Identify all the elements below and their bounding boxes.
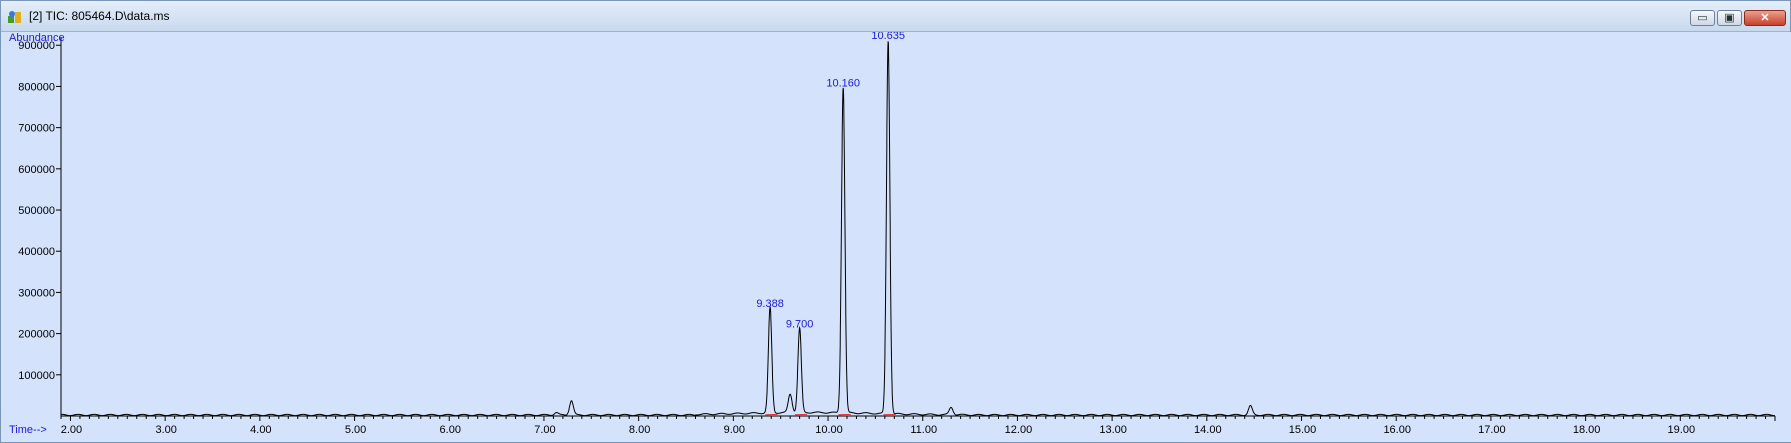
close-icon: ✕ [1760, 12, 1770, 24]
tic-chromatogram: 100000 200000 300000 400000 500000 600000 7000… [9, 32, 1776, 436]
y-tick-label: 100000 [18, 370, 55, 382]
x-tick-label: 13.00 [1099, 424, 1127, 436]
x-tick-label: 6.00 [440, 424, 461, 436]
x-tick-label: 9.00 [724, 424, 745, 436]
x-tick-label: 15.00 [1289, 424, 1317, 436]
y-axis-label: Abundance [9, 32, 65, 44]
x-tick-label: 16.00 [1383, 424, 1411, 436]
x-tick-label: 4.00 [250, 424, 271, 436]
restore-button[interactable]: ▣ [1717, 10, 1742, 26]
x-tick-label: 19.00 [1668, 424, 1696, 436]
minimize-icon: ▭ [1697, 12, 1708, 24]
x-tick-label: 10.00 [815, 424, 843, 436]
minimize-button[interactable]: ▭ [1690, 10, 1715, 26]
y-tick-label: 900000 [18, 40, 55, 52]
window-titlebar[interactable]: [2] TIC: 805464.D\data.ms ▭ ▣ ✕ [1, 1, 1790, 32]
window-title: [2] TIC: 805464.D\data.ms [29, 9, 170, 23]
x-axis-label: Time--> [9, 424, 47, 436]
x-tick-label: 7.00 [534, 424, 555, 436]
peak-label: 9.700 [786, 319, 814, 331]
x-tick-label: 8.00 [629, 424, 650, 436]
y-tick-label: 200000 [18, 329, 55, 341]
x-tick-label: 18.00 [1573, 424, 1601, 436]
y-tick-label: 800000 [18, 81, 55, 93]
x-tick-label: 12.00 [1005, 424, 1033, 436]
x-tick-label: 3.00 [155, 424, 176, 436]
x-tick-label: 17.00 [1478, 424, 1506, 436]
x-tick-label: 14.00 [1194, 424, 1222, 436]
y-tick-label: 500000 [18, 205, 55, 217]
y-tick-label: 300000 [18, 287, 55, 299]
chromatogram-plot-area[interactable]: 100000 200000 300000 400000 500000 600000 7000… [1, 32, 1791, 442]
peak-label: 10.160 [826, 78, 860, 90]
y-tick-label: 700000 [18, 123, 55, 135]
peak-label: 10.635 [871, 32, 905, 42]
y-tick-label: 400000 [18, 246, 55, 258]
restore-icon: ▣ [1724, 12, 1735, 24]
y-tick-label: 600000 [18, 164, 55, 176]
x-tick-label: 11.00 [910, 424, 937, 436]
close-button[interactable]: ✕ [1744, 10, 1786, 26]
x-tick-label: 5.00 [345, 424, 366, 436]
tic-trace-line [61, 41, 1775, 417]
chromatogram-app-icon [8, 11, 21, 23]
peak-label: 9.388 [756, 298, 784, 310]
x-tick-label: 2.00 [61, 424, 82, 436]
